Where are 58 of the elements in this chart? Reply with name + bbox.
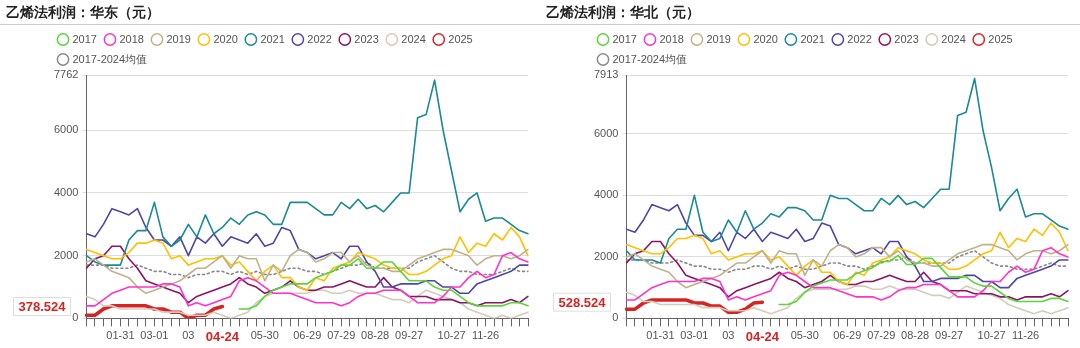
legend-label: 2023 <box>894 32 919 45</box>
legend-label: 2024 <box>941 32 966 45</box>
y-tick-label: 2000 <box>593 249 619 262</box>
x-tick-label: 05-30 <box>250 329 279 342</box>
y-tick-label: 4000 <box>593 188 619 201</box>
y-tick-label: 0 <box>612 311 619 324</box>
legend-label: 2025 <box>988 32 1013 45</box>
y-tick-label: 7762 <box>53 68 79 81</box>
legend-label: 2020 <box>753 32 778 45</box>
x-tick-label: 03 <box>722 329 735 342</box>
x-tick-label: 10-27 <box>977 329 1006 342</box>
x-tick-label: 01-31 <box>646 329 675 342</box>
x-tick-label: 09-27 <box>935 329 964 342</box>
legend-label: 2024 <box>401 32 426 45</box>
legend-label: 2017 <box>72 32 97 45</box>
y-tick-label: 7913 <box>593 68 619 81</box>
y-tick-label: 4000 <box>53 186 79 198</box>
legend-label: 2020 <box>213 32 238 45</box>
line-series <box>625 249 1069 274</box>
legend-label: 2021 <box>260 32 285 45</box>
text: 378.524 <box>18 299 67 315</box>
legend-label: 2022 <box>847 32 872 45</box>
legend-label: 2021 <box>800 32 825 45</box>
legend-label: 2025 <box>448 32 473 45</box>
legend-label: 2019 <box>706 32 731 45</box>
x-tick-label: 01-31 <box>106 329 135 342</box>
x-tick-label: 03-01 <box>140 329 169 342</box>
legend-label: 2018 <box>119 32 144 45</box>
x-tick-label: 08-28 <box>361 329 390 342</box>
chart-title: 乙烯法利润：华北（元） <box>540 0 1080 25</box>
y-tick-label: 6000 <box>593 126 619 139</box>
x-tick-label: 03 <box>182 329 195 342</box>
x-tick-label: 11-26 <box>471 329 500 342</box>
y-tick-label: 0 <box>72 311 79 324</box>
x-tick-label: 08-28 <box>901 329 930 342</box>
legend-label: 2017-2024均值 <box>612 52 688 65</box>
x-tick-label: 03-01 <box>680 329 709 342</box>
legend-label: 2018 <box>659 32 684 45</box>
legend-label: 2022 <box>307 32 332 45</box>
y-tick-label: 6000 <box>53 123 79 136</box>
text: 528.524 <box>558 294 607 310</box>
chart-title: 乙烯法利润：华东（元） <box>0 0 540 25</box>
x-tick-label: 04-24 <box>745 328 780 344</box>
legend-label: 2017-2024均值 <box>72 52 148 65</box>
legend-label: 2017 <box>612 32 637 45</box>
x-tick-label: 10-27 <box>437 329 466 342</box>
x-tick-label: 11-26 <box>1011 329 1040 342</box>
x-tick-label: 07-29 <box>867 329 896 342</box>
legend-label: 2023 <box>354 32 379 45</box>
line-series <box>85 254 529 279</box>
x-tick-label: 07-29 <box>327 329 356 342</box>
y-tick-label: 2000 <box>53 248 79 261</box>
x-tick-label: 09-27 <box>395 329 424 342</box>
x-tick-label: 06-29 <box>293 329 322 342</box>
x-tick-label: 05-30 <box>790 329 819 342</box>
x-tick-label: 06-29 <box>833 329 862 342</box>
x-tick-label: 04-24 <box>205 328 240 344</box>
legend-label: 2019 <box>166 32 191 45</box>
